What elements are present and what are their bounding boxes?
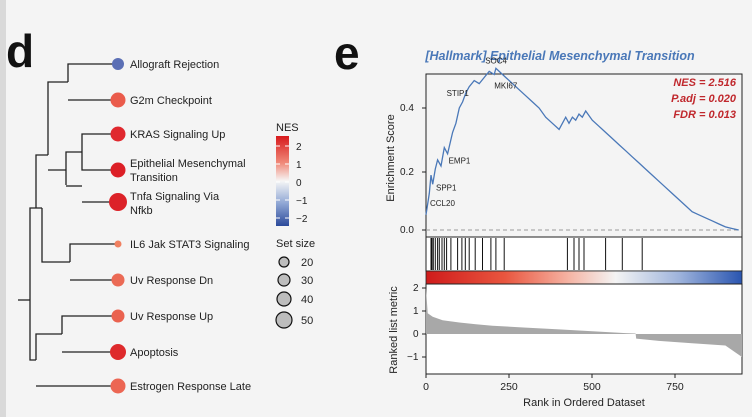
gene-annotations: CCL20 SPP1 EMP1 STIP1 SOC4 MKI67 (430, 56, 518, 208)
label-estrogen-response-late: Estrogen Response Late (130, 381, 251, 393)
dendrogram (18, 63, 117, 387)
branch-c (47, 81, 68, 155)
nes-tick-minus1: −1 (296, 196, 308, 207)
dot-tnfa-signaling (109, 193, 127, 211)
nes-tick-2: 2 (296, 142, 302, 153)
panel-label-d: d (6, 25, 35, 77)
branch-m (29, 207, 42, 300)
x-axis-ticks (425, 374, 676, 378)
dot-allograft-rejection (112, 58, 124, 70)
panel-label-e: e (334, 27, 360, 79)
branch-r (29, 300, 36, 361)
gene-label-mki67: MKI67 (494, 82, 518, 91)
label-emt-line1: Epithelial Mesenchymal (130, 158, 246, 170)
branch-j (69, 243, 117, 262)
dot-uv-response-up (111, 309, 125, 323)
enrichment-curve (425, 67, 739, 231)
size-circle-20 (278, 256, 290, 268)
gene-label-soc4: SOC4 (485, 56, 507, 65)
branch-a (67, 63, 117, 82)
label-kras-signaling-up: KRAS Signaling Up (130, 129, 225, 141)
dot-uv-response-dn (111, 273, 125, 287)
pathway-labels: Allograft Rejection G2m Checkpoint KRAS … (130, 59, 251, 393)
xtick-500: 500 (583, 381, 601, 393)
size-label-50: 50 (301, 315, 313, 327)
label-emt-line2: Transition (130, 172, 178, 184)
x-axis-label: Rank in Ordered Dataset (523, 397, 645, 409)
gene-label-spp1: SPP1 (436, 184, 457, 193)
dot-kras-signaling-up (110, 126, 126, 142)
branch-l (41, 208, 70, 263)
gene-label-stip1: STIP1 (447, 89, 470, 98)
set-size-legend: Set size 20 30 40 50 (275, 238, 315, 329)
xtick-750: 750 (666, 381, 684, 393)
metric-ytick-0: 0 (413, 329, 419, 340)
dot-g2m-checkpoint (110, 92, 126, 108)
metric-yticks: 2 1 0 −1 (407, 283, 419, 363)
xtick-0: 0 (423, 381, 429, 393)
es-ylabel: Enrichment Score (385, 114, 397, 201)
size-circle-30 (277, 273, 291, 287)
branch-p (35, 333, 62, 360)
metric-ytick-1: 1 (413, 306, 419, 317)
label-tnfa-line1: Tnfa Signaling Via (130, 191, 220, 203)
nes-colorbar (276, 136, 289, 226)
nes-tick-minus2: −2 (296, 214, 308, 225)
dot-il6-jak-stat3 (114, 240, 122, 248)
pathway-dots (109, 58, 127, 394)
xtick-250: 250 (500, 381, 518, 393)
metric-ytick-2: 2 (413, 283, 419, 294)
size-circle-40 (276, 291, 292, 307)
branch-d (81, 133, 117, 171)
metric-ytick-minus1: −1 (407, 352, 419, 363)
gsea-title: [Hallmark] Epithelial Mesenchymal Transi… (424, 49, 695, 63)
stat-nes: NES = 2.516 (673, 77, 737, 89)
hit-lines (430, 238, 643, 270)
ranked-metric-area (426, 288, 742, 357)
branch-n (61, 315, 117, 334)
rank-colorbar (425, 270, 743, 285)
gsea-stats: NES = 2.516 P.adj = 0.020 FDR = 0.013 (671, 77, 737, 121)
dot-apoptosis (110, 344, 126, 360)
dot-estrogen-response-late (110, 378, 126, 394)
label-allograft-rejection: Allograft Rejection (130, 59, 219, 71)
label-uv-response-dn: Uv Response Dn (130, 275, 213, 287)
es-ytick-0.0: 0.0 (400, 225, 414, 236)
es-ytick-0.4: 0.4 (400, 103, 414, 114)
gene-label-emp1: EMP1 (449, 157, 471, 166)
dot-emt (110, 162, 126, 178)
stat-padj: P.adj = 0.020 (671, 93, 737, 105)
size-label-20: 20 (301, 257, 313, 269)
nes-tick-1: 1 (296, 160, 302, 171)
size-label-30: 30 (301, 275, 313, 287)
nes-legend: NES 2 1 0 −1 −2 (276, 122, 308, 226)
branch-i (35, 154, 48, 208)
branch-f (65, 151, 82, 185)
gene-label-ccl20: CCL20 (430, 199, 455, 208)
metric-ylabel: Ranked list metric (388, 286, 400, 374)
label-apoptosis: Apoptosis (130, 347, 179, 359)
es-ytick-0.2: 0.2 (400, 167, 414, 178)
image-left-border (0, 0, 6, 417)
label-g2m-checkpoint: G2m Checkpoint (130, 95, 212, 107)
size-label-40: 40 (301, 294, 313, 306)
label-uv-response-up: Uv Response Up (130, 311, 213, 323)
x-axis-tick-labels: 0 250 500 750 (423, 381, 684, 393)
nes-tick-0: 0 (296, 178, 302, 189)
label-tnfa-line2: Nfkb (130, 205, 153, 217)
es-yticks: 0.4 0.2 0.0 (400, 103, 414, 236)
set-size-title: Set size (276, 238, 315, 250)
nes-legend-title: NES (276, 122, 299, 134)
size-circle-50 (275, 311, 293, 329)
label-il6-jak-stat3: IL6 Jak STAT3 Signaling (130, 239, 249, 251)
stat-fdr: FDR = 0.013 (673, 109, 736, 121)
